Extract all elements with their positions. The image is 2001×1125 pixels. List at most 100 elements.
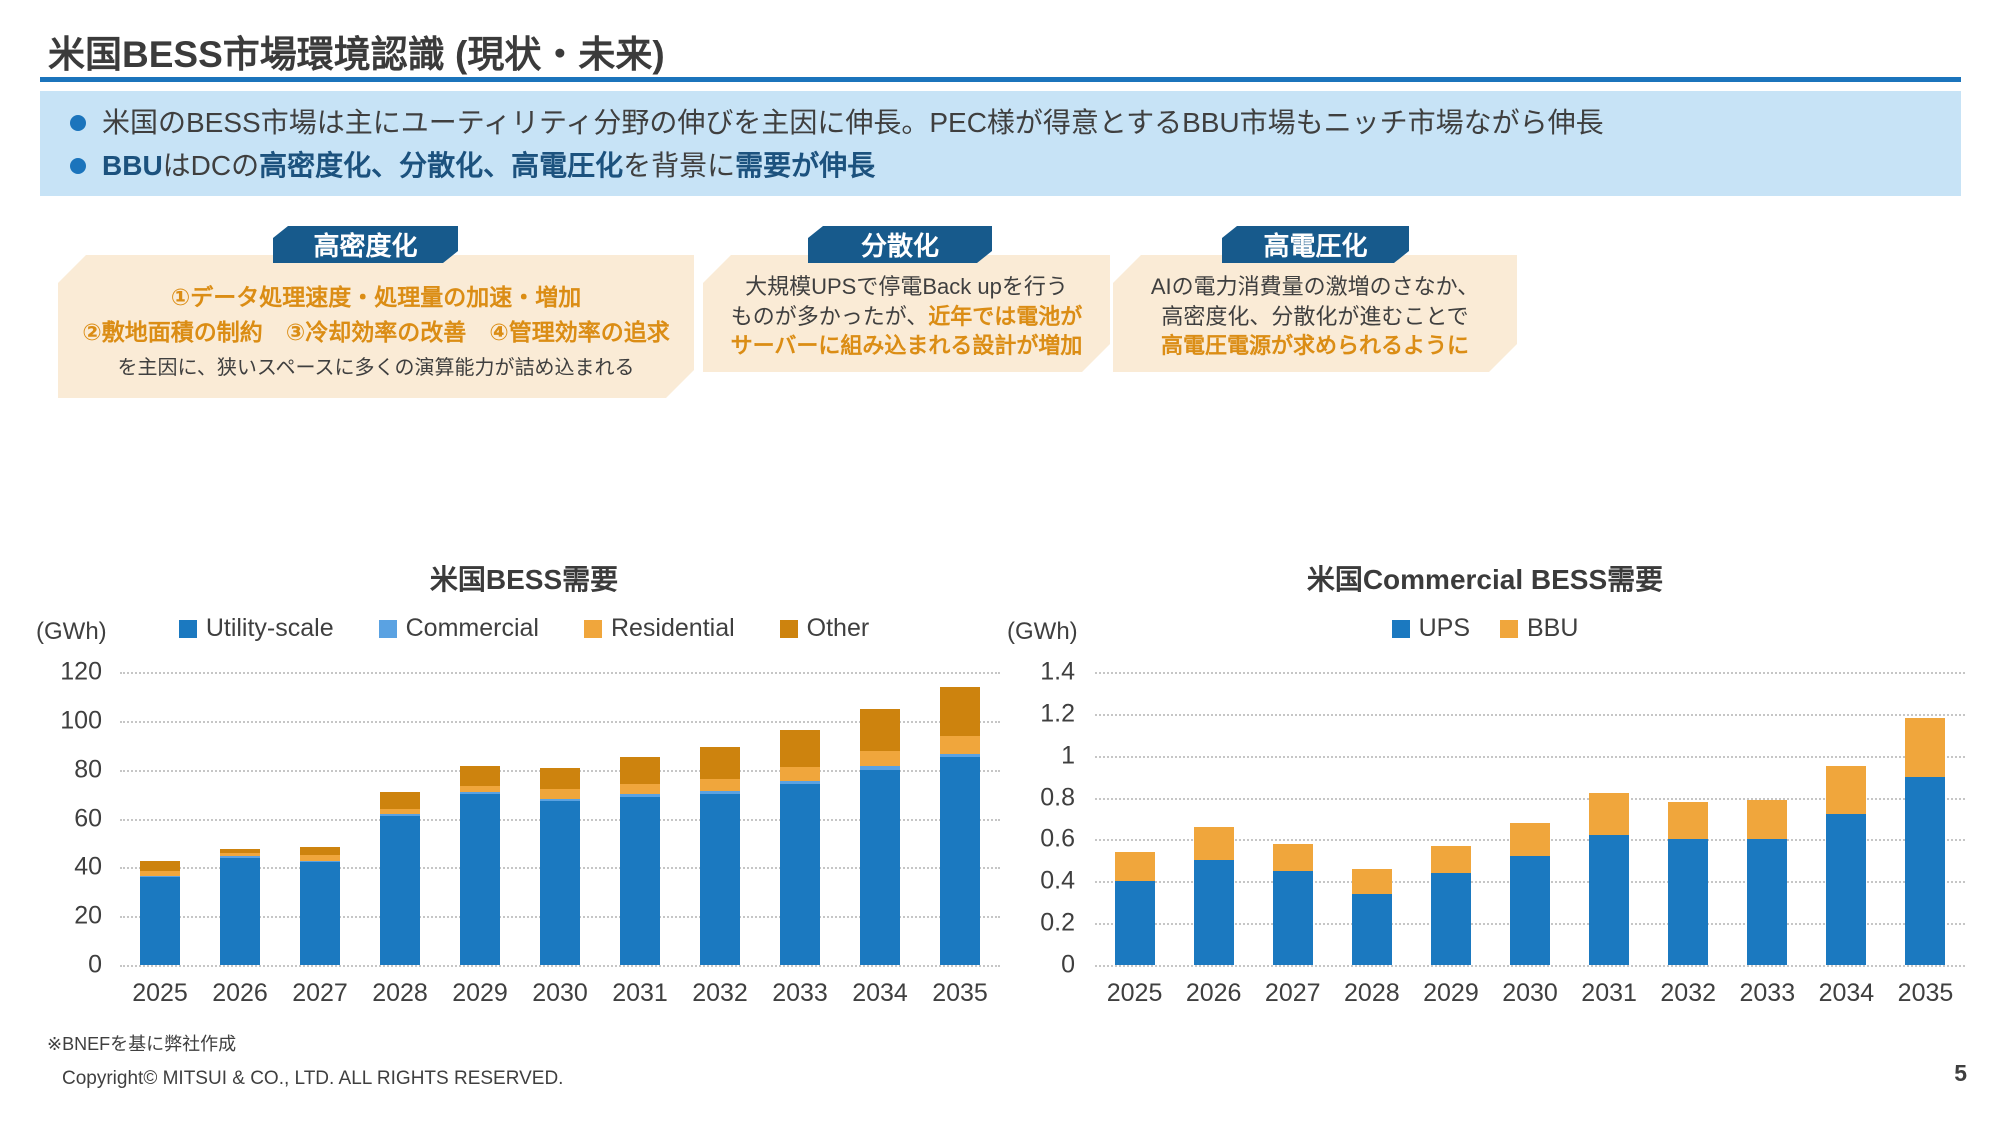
gridline <box>1095 755 1965 758</box>
x-tick-label: 2032 <box>1660 979 1717 1007</box>
x-tick-label: 2027 <box>1264 979 1321 1007</box>
bar-segment-commercial <box>540 798 580 802</box>
x-tick-label: 2029 <box>1423 979 1479 1007</box>
bar-segment-commercial <box>780 781 820 785</box>
chart-title: 米国Commercial BESS需要 <box>1306 564 1664 595</box>
bar-slot <box>1411 672 1490 965</box>
gridline <box>120 672 1000 674</box>
bar-segment-utility-scale <box>700 794 740 965</box>
bar-segment-residential <box>300 855 340 862</box>
callout-header-distribution: 分散化 <box>808 226 992 263</box>
bar-row <box>1095 672 1965 965</box>
bar-segment-commercial <box>460 791 500 795</box>
bar-row <box>120 672 1000 965</box>
y-tick-label: 0 <box>1061 950 1075 979</box>
gridline <box>1095 965 1965 967</box>
bar-slot <box>200 672 280 965</box>
chart-title: 米国BESS需要 <box>429 564 619 595</box>
bar-2033 <box>780 672 820 965</box>
bar-segment-bbu <box>1351 868 1392 894</box>
text-segment: 近年では電池が <box>928 303 1083 329</box>
bar-segment-bbu <box>1114 852 1155 882</box>
callout-density-line-2: ②敷地面積の制約 ③冷却効率の改善 ④管理効率の追求 <box>58 315 694 350</box>
gridline <box>1095 672 1965 674</box>
bar-2032 <box>1668 672 1709 965</box>
y-tick-label: 120 <box>60 657 102 686</box>
bar-segment-residential <box>620 783 660 794</box>
bar-2026 <box>220 672 260 965</box>
callout-header-high-voltage: 高電圧化 <box>1222 226 1409 263</box>
legend-label: Utility-scale <box>205 614 334 642</box>
bar-2030 <box>1510 672 1551 965</box>
x-tick-label: 2032 <box>692 979 748 1007</box>
bar-segment-utility-scale <box>620 796 660 965</box>
bar-segment-other <box>460 766 500 786</box>
bar-segment-bbu <box>1430 845 1471 873</box>
gridline <box>120 965 1000 967</box>
y-tick-label: 80 <box>74 755 102 784</box>
bar-segment-residential <box>540 789 580 799</box>
bar-segment-bbu <box>1589 793 1630 836</box>
y-tick-label: 0.2 <box>1040 908 1075 937</box>
legend-swatch-icon <box>583 619 602 638</box>
callout-box-distribution: 大規模UPSで停電Back upを行う ものが多かったが、近年では電池が サーバ… <box>703 255 1110 372</box>
bar-segment-utility-scale <box>300 862 340 965</box>
text-segment: ②敷地面積の制約 ③冷却効率の改善 ④管理効率の追求 <box>82 318 670 345</box>
bar-slot <box>1095 672 1174 965</box>
bar-slot <box>280 672 360 965</box>
x-tick-label: 2030 <box>532 979 588 1007</box>
chart-legend: UPS BBU <box>995 614 1975 643</box>
x-tick-label: 2029 <box>452 979 508 1007</box>
bar-segment-utility-scale <box>140 877 180 965</box>
bar-segment-other <box>220 849 260 853</box>
bar-2025 <box>140 672 180 965</box>
gridline <box>1095 713 1965 716</box>
bar-segment-bbu <box>1747 799 1788 840</box>
y-tick-label: 1.2 <box>1040 699 1075 728</box>
y-tick-label: 40 <box>74 852 102 881</box>
bar-segment-residential <box>860 751 900 767</box>
bar-segment-utility-scale <box>380 816 420 965</box>
bar-slot <box>1807 672 1886 965</box>
bar-segment-commercial <box>300 861 340 863</box>
callout-distribution-line-1: 大規模UPSで停電Back upを行う <box>703 272 1110 302</box>
text-segment: を主因に、狭いスペースに多くの演算能力が詰め込まれる <box>117 357 635 379</box>
legend-item-bbu: BBU <box>1500 614 1578 643</box>
bar-slot <box>520 672 600 965</box>
x-tick-label: 2035 <box>1897 979 1954 1007</box>
title-underline <box>40 77 1961 82</box>
text-segment: 高密度化、分散化が進むことで <box>1161 303 1469 329</box>
text-segment: 大規模UPSで停電Back upを行う <box>745 274 1068 299</box>
bar-segment-utility-scale <box>540 801 580 965</box>
legend-label: BBU <box>1527 614 1579 642</box>
chart-yaxis: 120 100 80 60 40 20 0 <box>28 658 112 979</box>
bar-2025 <box>1114 672 1155 965</box>
bar-segment-other <box>700 747 740 779</box>
bar-2033 <box>1747 672 1788 965</box>
y-tick-label: 0.4 <box>1040 866 1075 895</box>
bar-slot <box>1649 672 1728 965</box>
bar-segment-ups <box>1668 839 1709 965</box>
bar-segment-ups <box>1430 872 1471 965</box>
bar-segment-other <box>860 708 900 752</box>
bar-segment-residential <box>140 871 180 876</box>
bar-segment-commercial <box>860 766 900 770</box>
bar-slot <box>1886 672 1965 965</box>
legend-label: Residential <box>610 614 735 642</box>
bar-slot <box>1490 672 1569 965</box>
x-tick-label: 2027 <box>292 979 348 1007</box>
bar-segment-ups <box>1193 860 1234 965</box>
bar-segment-ups <box>1589 835 1630 965</box>
bar-segment-other <box>380 792 420 810</box>
bar-segment-other <box>540 768 580 790</box>
text-segment: 高密度化、分散化、高電圧化 <box>259 149 624 181</box>
bar-slot <box>1332 672 1411 965</box>
x-tick-label: 2026 <box>1185 979 1242 1007</box>
bar-segment-other <box>620 757 660 784</box>
y-tick-label: 1 <box>1061 741 1075 770</box>
callout-box-density: ①データ処理速度・処理量の加速・増加 ②敷地面積の制約 ③冷却効率の改善 ④管理… <box>58 255 694 398</box>
y-tick-label: 20 <box>74 901 102 930</box>
callout-high-voltage-line-3: 高電圧電源が求められるように <box>1113 331 1517 361</box>
legend-swatch-icon <box>378 619 397 638</box>
x-tick-label: 2035 <box>932 979 988 1007</box>
